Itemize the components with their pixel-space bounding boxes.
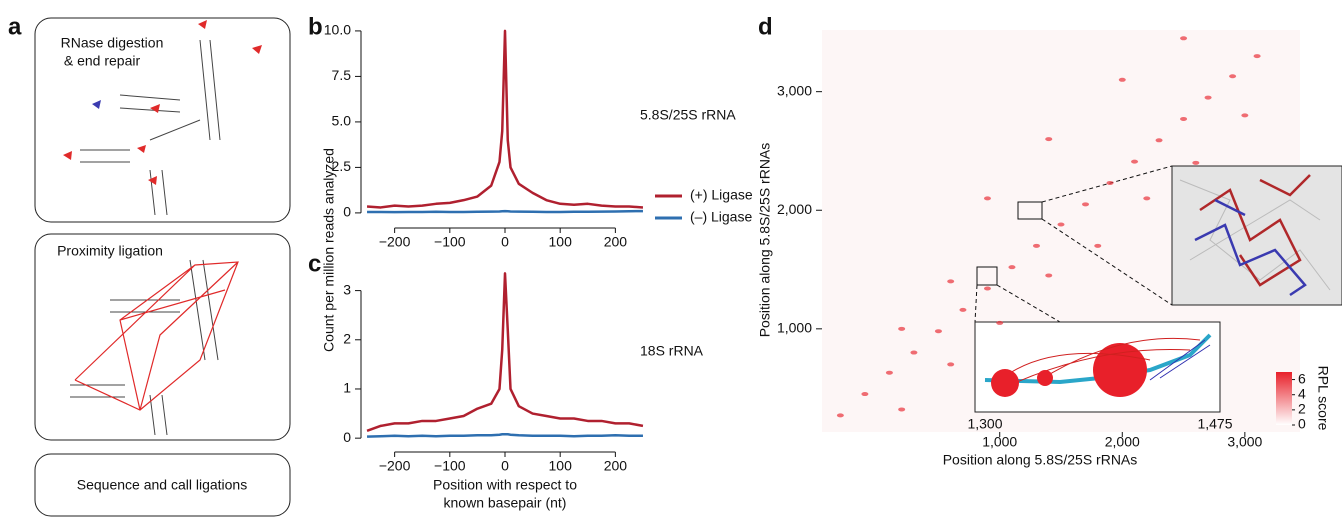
- contact-point: [1106, 180, 1114, 185]
- contact-point: [1094, 243, 1102, 248]
- colorbar-tick-label: 4: [1298, 385, 1306, 401]
- y-tick-label: 3,000: [777, 82, 812, 98]
- contact-point: [1045, 273, 1053, 278]
- x-tick-label: 3,000: [1227, 434, 1262, 450]
- panel-label: c: [308, 250, 321, 277]
- series-line: [366, 432, 643, 438]
- contact-point: [1180, 116, 1188, 121]
- arc-inset: [974, 321, 1221, 413]
- x-tick-label: 1,000: [982, 434, 1017, 450]
- contact-point: [1082, 202, 1090, 207]
- y-tick-label: 5.0: [332, 113, 352, 129]
- contact-point: [898, 326, 906, 331]
- contact-point: [1192, 160, 1200, 165]
- legend-label: (–) Ligase: [690, 209, 752, 225]
- series-line: [366, 29, 644, 209]
- contact-point: [861, 392, 869, 397]
- colorbar: [1276, 372, 1292, 425]
- y-tick-label: 2.5: [332, 158, 352, 174]
- x-tick-label: 0: [501, 234, 509, 250]
- contact-point: [996, 320, 1004, 325]
- x-axis-label: Position with respect to: [433, 477, 577, 493]
- colorbar-label: RPL score: [1315, 366, 1331, 431]
- y-tick-label: 2: [343, 330, 351, 346]
- contact-point: [947, 362, 955, 367]
- colorbar-tick-label: 2: [1298, 401, 1306, 417]
- contact-point: [934, 329, 942, 334]
- ligation-line: [74, 261, 239, 411]
- contact-point: [1143, 196, 1151, 201]
- x-tick-label: 0: [501, 458, 509, 474]
- contact-point: [959, 307, 967, 312]
- colorbar-tick-label: 0: [1298, 416, 1306, 432]
- x-axis-label: Position along 5.8S/25S rRNAs: [943, 452, 1138, 468]
- rna-structure: [70, 39, 221, 436]
- annotation: 5.8S/25S rRNA: [640, 107, 736, 123]
- contact-point: [983, 286, 991, 291]
- contact-point: [1131, 159, 1139, 164]
- contact-point: [1253, 54, 1261, 59]
- contact-point: [1118, 77, 1126, 82]
- x-tick-label: −200: [379, 458, 411, 474]
- panel-label: b: [308, 13, 323, 40]
- y-tick-label: 0: [343, 429, 351, 445]
- x-tick-label: −200: [379, 234, 411, 250]
- x-tick-label: 100: [549, 458, 573, 474]
- x-tick-label: −100: [434, 234, 466, 250]
- contact-point: [1204, 95, 1212, 100]
- annotation: 18S rRNA: [640, 343, 704, 359]
- contact-point: [1032, 243, 1040, 248]
- series-line: [367, 209, 643, 214]
- y-tick-label: 10.0: [324, 22, 351, 38]
- y-tick-label: 2,000: [777, 201, 812, 217]
- structure-inset: [1171, 165, 1342, 306]
- y-tick-label: 1: [343, 380, 351, 396]
- x-tick-label: 200: [604, 458, 628, 474]
- series-line: [366, 272, 644, 432]
- step-box: [34, 17, 291, 223]
- contact-point: [1008, 265, 1016, 270]
- step-box: [34, 453, 291, 517]
- contact-point: [983, 196, 991, 201]
- x-axis-label: known basepair (nt): [444, 495, 567, 511]
- contact-point: [947, 279, 955, 284]
- cut-site: [63, 20, 262, 185]
- inset-tick-label: 1,300: [967, 416, 1002, 432]
- contact-point: [836, 413, 844, 418]
- contact-point: [1241, 113, 1249, 118]
- step-label: & end repair: [64, 53, 141, 69]
- zoom-marker: [974, 165, 1173, 323]
- contact-point: [1155, 138, 1163, 143]
- x-tick-label: 100: [549, 234, 573, 250]
- contact-point: [885, 370, 893, 375]
- contact-point: [910, 350, 918, 355]
- step-label: RNase digestion: [61, 35, 164, 51]
- y-tick-label: 7.5: [332, 67, 352, 83]
- y-tick-label: 1,000: [777, 320, 812, 336]
- legend-label: (+) Ligase: [690, 187, 753, 203]
- workflow: RNase digestion & end repair Proximity l…: [34, 17, 291, 517]
- y-axis-label: Count per million reads analyzed: [321, 148, 337, 352]
- inset-tick-label: 1,475: [1197, 416, 1232, 432]
- x-tick-label: 200: [604, 234, 628, 250]
- contact-point: [1045, 137, 1053, 142]
- step-box: [34, 233, 291, 441]
- y-axis-label: Position along 5.8S/25S rRNAs: [757, 143, 773, 338]
- contact-point: [1229, 74, 1237, 79]
- x-tick-label: 2,000: [1105, 434, 1140, 450]
- y-tick-label: 3: [343, 281, 351, 297]
- contact-point: [898, 407, 906, 412]
- contact-point: [1057, 222, 1065, 227]
- x-tick-label: −100: [434, 458, 466, 474]
- panel-label: d: [758, 13, 773, 40]
- contact-point: [1180, 36, 1188, 41]
- y-tick-label: 0: [343, 204, 351, 220]
- step-label: Sequence and call ligations: [77, 477, 247, 493]
- panel-label: a: [8, 13, 22, 40]
- step-label: Proximity ligation: [57, 243, 163, 259]
- colorbar-tick-label: 6: [1298, 370, 1306, 386]
